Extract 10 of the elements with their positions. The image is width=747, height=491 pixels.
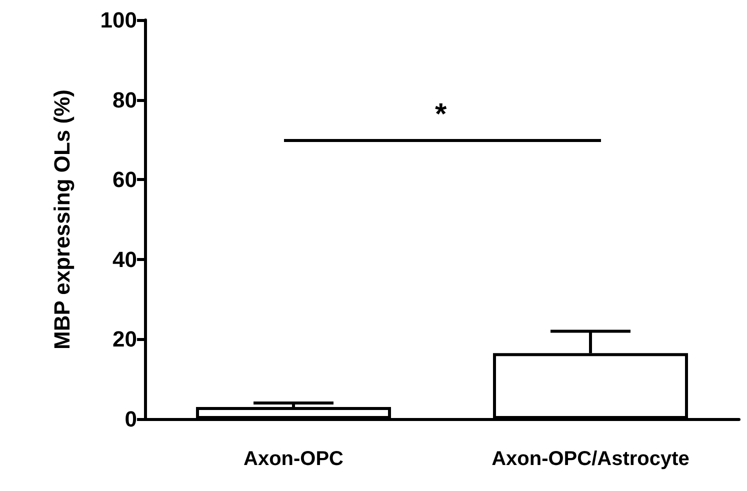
y-tick-label: 0 — [124, 406, 137, 432]
y-tick-label: 60 — [112, 167, 137, 192]
x-tick-label: Axon-OPC — [244, 448, 344, 470]
y-tick-label: 80 — [112, 87, 137, 112]
annotation: * — [435, 98, 447, 132]
y-tick-label: 20 — [112, 326, 137, 352]
y-tick-label: 100 — [100, 8, 137, 32]
y-axis-title: MBP expressing OLs (%) — [50, 90, 74, 350]
x-tick-label: Axon-OPC/Astrocyte — [492, 448, 690, 470]
y-tick-label: 40 — [112, 246, 137, 272]
